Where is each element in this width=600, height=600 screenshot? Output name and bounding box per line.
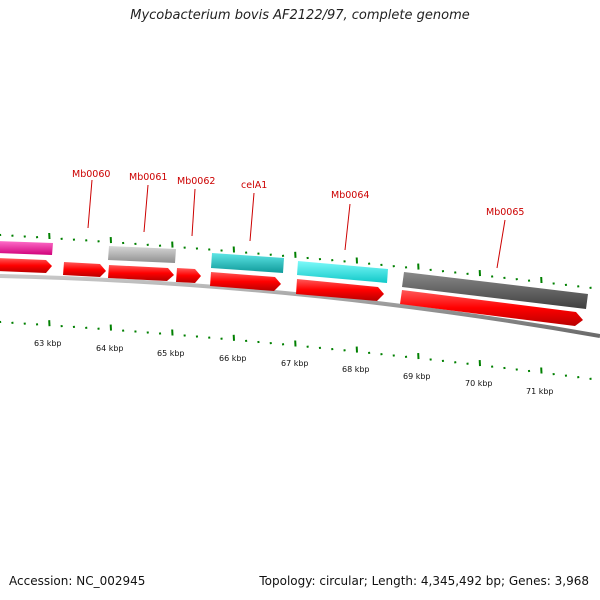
accession-text: Accession: NC_002945 (9, 574, 146, 588)
kbp-scale: 63 kbp 64 kbp 65 kbp 66 kbp 67 kbp 68 kb… (34, 339, 554, 396)
kbp-label: 68 kbp (342, 365, 370, 374)
kbp-label: 64 kbp (96, 344, 124, 353)
cds-arrow[interactable] (108, 265, 174, 281)
cds-track (0, 258, 583, 326)
kbp-label: 70 kbp (465, 379, 493, 388)
gene-label[interactable]: Mb0061 (129, 172, 167, 183)
cds-arrow[interactable] (296, 279, 384, 301)
tick-row-lower (0, 320, 592, 380)
leader-line (191, 188, 196, 237)
feature-bar[interactable] (0, 241, 53, 255)
gene-label[interactable]: Mb0060 (72, 169, 110, 180)
feature-bar[interactable] (211, 253, 284, 273)
genome-backbone (0, 274, 600, 338)
cds-arrow[interactable] (400, 290, 583, 326)
genome-stats-text: Topology: circular; Length: 4,345,492 bp… (259, 574, 589, 588)
leader-line (249, 192, 255, 242)
feature-bar[interactable] (108, 246, 176, 263)
gene-label[interactable]: Mb0062 (177, 176, 215, 187)
map-title: Mycobacterium bovis AF2122/97, complete … (130, 8, 470, 23)
gene-label[interactable]: Mb0064 (331, 190, 369, 201)
tick-row-upper (0, 232, 592, 289)
leader-line (87, 179, 93, 229)
cds-arrow[interactable] (176, 268, 201, 283)
kbp-label: 67 kbp (281, 359, 309, 368)
kbp-label: 66 kbp (219, 354, 247, 363)
leader-line (496, 219, 506, 269)
kbp-label: 65 kbp (157, 349, 185, 358)
cds-arrow[interactable] (210, 272, 281, 291)
feature-bar[interactable] (297, 261, 388, 283)
cds-arrow[interactable] (63, 262, 106, 277)
kbp-label: 69 kbp (403, 372, 431, 381)
gene-label-leaders (87, 179, 506, 269)
kbp-label: 71 kbp (526, 387, 554, 396)
feature-bar[interactable] (402, 272, 588, 309)
leader-line (344, 203, 351, 251)
gene-labels: Mb0060 Mb0061 Mb0062 celA1 Mb0064 Mb0065 (72, 169, 524, 218)
leader-line (143, 184, 149, 233)
cds-arrow[interactable] (0, 258, 52, 273)
kbp-label: 63 kbp (34, 339, 62, 348)
feature-track (0, 241, 588, 309)
gene-label[interactable]: celA1 (241, 180, 267, 191)
gene-label[interactable]: Mb0065 (486, 207, 524, 218)
